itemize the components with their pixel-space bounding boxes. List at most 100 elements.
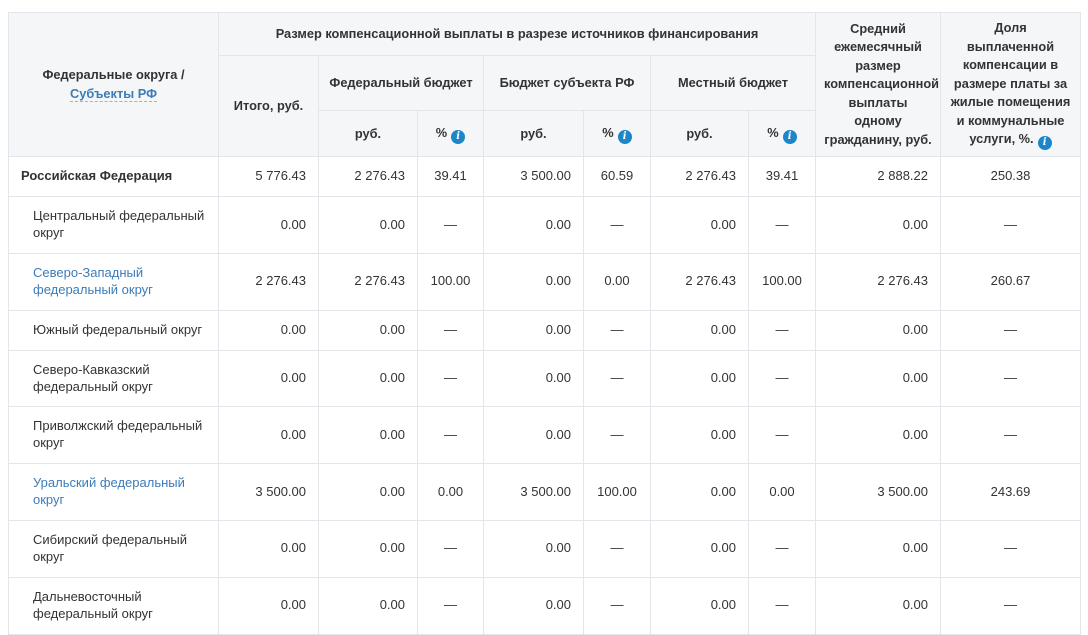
pct-label: % xyxy=(435,124,448,140)
cell-subject-pct: 0.00 xyxy=(583,252,651,311)
cell-local-rub: 0.00 xyxy=(650,519,749,578)
row-name: Северо-Кавказский федеральный округ xyxy=(8,349,219,408)
cell-local-rub: 0.00 xyxy=(650,576,749,635)
table-row-far-eastern-district: Дальневосточный федеральный округ 0.00 0… xyxy=(8,576,1081,635)
region-link[interactable]: Уральский федеральный округ xyxy=(33,475,185,508)
cell-subject-pct: — xyxy=(583,406,651,465)
cell-local-pct: 39.41 xyxy=(748,156,816,198)
cell-local-pct: — xyxy=(748,309,816,351)
cell-share: — xyxy=(940,576,1081,635)
cell-itogo: 5 776.43 xyxy=(218,156,319,198)
info-icon[interactable]: i xyxy=(451,129,466,144)
cell-subject-rub: 0.00 xyxy=(483,406,584,465)
header-region-label: Федеральные округа / xyxy=(42,67,185,83)
pct-label: % xyxy=(602,124,614,140)
cell-avg: 0.00 xyxy=(815,309,941,351)
cell-subject-pct: 100.00 xyxy=(583,463,651,521)
cell-local-rub: 0.00 xyxy=(650,463,749,521)
header-avg-monthly: Средний ежемесячный размер компенсационн… xyxy=(815,11,941,158)
table-row-southern-district: Южный федеральный округ 0.00 0.00 — 0.00… xyxy=(8,309,1081,351)
table-row-north-caucasus-district: Северо-Кавказский федеральный округ 0.00… xyxy=(8,349,1081,408)
header-local-pct: % i xyxy=(748,110,816,158)
cell-itogo: 0.00 xyxy=(218,349,319,408)
header-itogo: Итого, руб. xyxy=(218,54,319,158)
cell-subject-pct: — xyxy=(583,349,651,408)
cell-subject-rub: 0.00 xyxy=(483,576,584,635)
row-name: Дальневосточный федеральный округ xyxy=(8,576,219,635)
cell-fed-rub: 0.00 xyxy=(318,349,418,408)
cell-fed-pct: — xyxy=(417,576,484,635)
header-share-paid: Доля выплаченной компенсации в размере п… xyxy=(940,11,1081,158)
cell-subject-rub: 3 500.00 xyxy=(483,156,584,198)
info-icon[interactable]: i xyxy=(1037,136,1052,151)
row-name: Северо-Западный федеральный округ xyxy=(8,252,219,311)
table-row-siberian-district: Сибирский федеральный округ 0.00 0.00 — … xyxy=(8,519,1081,578)
subjects-rf-link[interactable]: Субъекты РФ xyxy=(70,85,157,102)
cell-local-rub: 0.00 xyxy=(650,349,749,408)
header-fed-rub: руб. xyxy=(318,110,418,158)
cell-share: — xyxy=(940,309,1081,351)
cell-subject-rub: 0.00 xyxy=(483,519,584,578)
cell-avg: 2 888.22 xyxy=(815,156,941,198)
cell-itogo: 0.00 xyxy=(218,309,319,351)
row-name: Приволжский федеральный округ xyxy=(8,406,219,465)
row-name: Южный федеральный округ xyxy=(8,309,219,351)
cell-itogo: 0.00 xyxy=(218,196,319,254)
cell-share: 243.69 xyxy=(940,463,1081,521)
cell-local-pct: — xyxy=(748,576,816,635)
cell-subject-rub: 0.00 xyxy=(483,252,584,311)
row-name: Российская Федерация xyxy=(8,156,219,198)
cell-itogo: 3 500.00 xyxy=(218,463,319,521)
row-name: Сибирский федеральный округ xyxy=(8,519,219,578)
cell-avg: 3 500.00 xyxy=(815,463,941,521)
cell-local-pct: — xyxy=(748,519,816,578)
cell-fed-rub: 0.00 xyxy=(318,406,418,465)
row-name: Уральский федеральный округ xyxy=(8,463,219,521)
cell-itogo: 2 276.43 xyxy=(218,252,319,311)
cell-fed-pct: — xyxy=(417,196,484,254)
table-row-central-district: Центральный федеральный округ 0.00 0.00 … xyxy=(8,196,1081,254)
cell-share: — xyxy=(940,406,1081,465)
header-subject-rub: руб. xyxy=(483,110,584,158)
header-share-paid-label: Доля выплаченной компенсации в размере п… xyxy=(950,20,1071,147)
row-name: Центральный федеральный округ xyxy=(8,196,219,254)
cell-local-rub: 0.00 xyxy=(650,309,749,351)
cell-fed-rub: 2 276.43 xyxy=(318,156,418,198)
compensation-table: Федеральные округа / Субъекты РФ Размер … xyxy=(8,11,1081,635)
cell-avg: 0.00 xyxy=(815,576,941,635)
cell-avg: 0.00 xyxy=(815,196,941,254)
header-fed-budget: Федеральный бюджет xyxy=(318,54,484,112)
cell-itogo: 0.00 xyxy=(218,406,319,465)
header-local-budget: Местный бюджет xyxy=(650,54,816,112)
cell-share: — xyxy=(940,349,1081,408)
cell-fed-rub: 0.00 xyxy=(318,576,418,635)
cell-itogo: 0.00 xyxy=(218,519,319,578)
cell-subject-rub: 0.00 xyxy=(483,196,584,254)
cell-subject-rub: 3 500.00 xyxy=(483,463,584,521)
info-icon[interactable]: i xyxy=(617,129,632,144)
table-row-ural-district: Уральский федеральный округ 3 500.00 0.0… xyxy=(8,463,1081,521)
table-row-northwest-district: Северо-Западный федеральный округ 2 276.… xyxy=(8,252,1081,311)
cell-local-rub: 0.00 xyxy=(650,196,749,254)
page: Федеральные округа / Субъекты РФ Размер … xyxy=(8,11,1081,635)
cell-subject-rub: 0.00 xyxy=(483,349,584,408)
cell-local-rub: 2 276.43 xyxy=(650,156,749,198)
cell-subject-rub: 0.00 xyxy=(483,309,584,351)
info-icon[interactable]: i xyxy=(782,129,797,144)
cell-share: 250.38 xyxy=(940,156,1081,198)
table-row-volga-district: Приволжский федеральный округ 0.00 0.00 … xyxy=(8,406,1081,465)
cell-fed-pct: — xyxy=(417,349,484,408)
cell-fed-pct: — xyxy=(417,309,484,351)
cell-local-pct: — xyxy=(748,196,816,254)
header-group-title: Размер компенсационной выплаты в разрезе… xyxy=(218,12,816,56)
cell-subject-pct: — xyxy=(583,519,651,578)
cell-fed-pct: 100.00 xyxy=(417,252,484,311)
cell-local-rub: 2 276.43 xyxy=(650,252,749,311)
cell-fed-pct: — xyxy=(417,406,484,465)
cell-subject-pct: — xyxy=(583,196,651,254)
header-local-rub: руб. xyxy=(650,110,749,158)
cell-fed-rub: 2 276.43 xyxy=(318,252,418,311)
table-row-russian-federation: Российская Федерация 5 776.43 2 276.43 3… xyxy=(8,156,1081,198)
region-link[interactable]: Северо-Западный федеральный округ xyxy=(33,264,153,297)
cell-local-rub: 0.00 xyxy=(650,406,749,465)
